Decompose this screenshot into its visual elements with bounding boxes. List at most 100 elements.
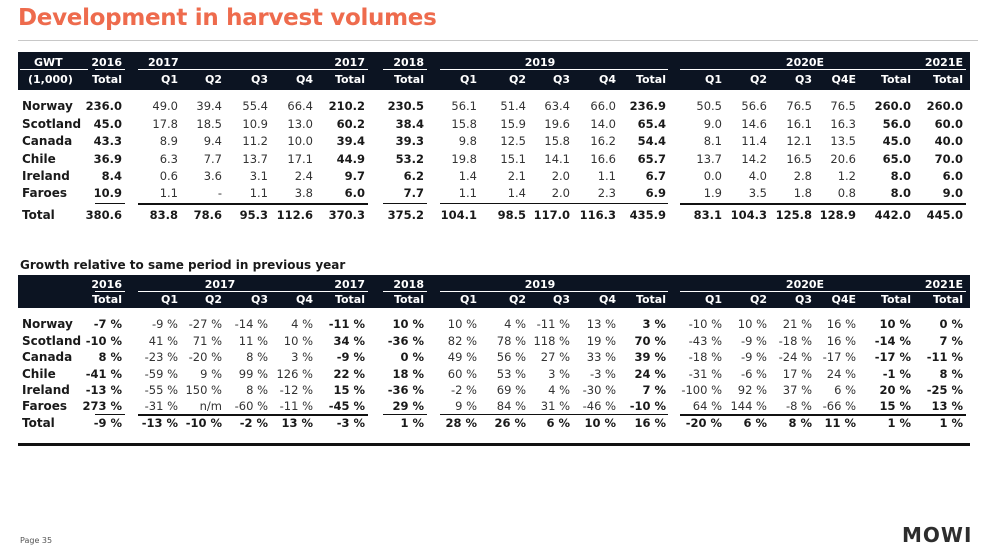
table-cell: 126 % [276,367,313,381]
table-cell: -18 % [688,350,722,364]
table-cell: 20.6 [830,152,856,166]
table-cell: 11.2 [242,134,268,148]
column-header: Q1 [459,73,477,86]
total-separator [680,414,966,416]
table-cell: 15.9 [500,117,526,131]
column-header: Total [635,73,666,86]
table-cell: 1.1 [597,169,616,183]
table-cell: 1.1 [159,186,178,200]
table-cell: 53 % [496,367,526,381]
table-cell: 56.6 [741,99,767,113]
table-cell: -12 % [279,383,313,397]
table-cell: -31 % [144,399,178,413]
total-cell: 83.8 [149,208,178,222]
total-cell: 112.6 [276,208,313,222]
table-cell: 84 % [496,399,526,413]
table-cell: 56.1 [451,99,477,113]
table-cell: 236.9 [629,99,666,113]
table-cell: 0.0 [703,169,722,183]
total-cell: 6 % [546,416,570,430]
table-cell: 2.0 [551,169,570,183]
table-cell: 66.0 [590,99,616,113]
total-cell: 375.2 [387,208,424,222]
table-cell: -8 % [785,399,812,413]
header-2017: 2017 [148,56,179,69]
total-separator [95,414,125,415]
table-cell: 0 % [939,317,963,331]
table-cell: 1.1 [458,186,477,200]
total-cell: 13 % [281,416,313,430]
total-cell: 445.0 [926,208,963,222]
table-cell: -11 % [536,317,570,331]
column-header: Q3 [552,73,570,86]
table-cell: 19.8 [451,152,477,166]
table-cell: -31 % [688,367,722,381]
total-cell: 8 % [788,416,812,430]
header-2016: 2016 [91,56,122,69]
total-cell: 11 % [824,416,856,430]
table-cell: 8 % [246,350,268,364]
table-cell: 14.2 [741,152,767,166]
column-header: Q4E [831,293,856,306]
total-cell: -2 % [239,416,268,430]
table-cell: -18 % [778,334,812,348]
group-underline [680,69,966,70]
table-cell: 1.4 [458,169,477,183]
table-cell: -41 % [85,367,122,381]
total-cell: 370.3 [328,208,365,222]
table-cell: -43 % [688,334,722,348]
table-cell: -14 % [874,334,911,348]
table-cell: 6.0 [942,169,963,183]
table-cell: 10 % [737,317,767,331]
table-cell: 12.5 [500,134,526,148]
table-cell: 63.4 [544,99,570,113]
table-cell: 24 % [634,367,666,381]
total-cell: 78.6 [193,208,222,222]
total-separator [440,203,668,204]
table-cell: 16.3 [830,117,856,131]
total-cell: 380.6 [85,208,122,222]
table-cell: 150 % [185,383,222,397]
table-cell: 8.0 [890,169,911,183]
table-cell: 6.3 [159,152,178,166]
bottom-rule [18,443,970,446]
table-cell: 8 % [246,383,268,397]
total-cell: 98.5 [497,208,526,222]
table-cell: -13 % [85,383,122,397]
header-unit: (1,000) [28,73,73,86]
table-cell: 1.8 [793,186,812,200]
table-cell: 17.1 [287,152,313,166]
total-cell: 104.1 [440,208,477,222]
table-cell: 60 % [447,367,477,381]
table-cell: 99 % [238,367,268,381]
header-2017-total: 2017 [334,278,365,291]
total-label: Total [22,208,55,222]
total-cell: 26 % [494,416,526,430]
table-cell: 2.4 [294,169,313,183]
row-label: Norway [22,99,73,113]
column-header: Total [91,73,122,86]
table-cell: 3 % [548,367,570,381]
header-2017-total: 2017 [334,56,365,69]
table-cell: 15 % [879,399,911,413]
total-cell: -20 % [685,416,722,430]
table-cell: -17 % [822,350,856,364]
table-cell: -20 % [188,350,222,364]
table-cell: 10.9 [242,117,268,131]
table-cell: 21 % [782,317,812,331]
table-cell: 15.8 [451,117,477,131]
table-cell: 2.3 [597,186,616,200]
table-cell: 24 % [826,367,856,381]
column-header: Q3 [552,293,570,306]
table-cell: -1 % [882,367,911,381]
table-cell: 55.4 [242,99,268,113]
column-header: Q2 [508,293,526,306]
table-cell: 13.7 [696,152,722,166]
table-cell: 3.8 [294,186,313,200]
column-header: Total [932,73,963,86]
table-cell: -10 % [688,317,722,331]
group-underline [138,291,368,292]
table-cell: 6.9 [645,186,666,200]
total-label: Total [22,416,55,430]
table-cell: 16 % [826,317,856,331]
